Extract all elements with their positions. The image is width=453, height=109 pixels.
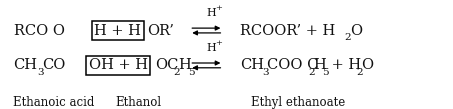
Text: 2: 2 [308, 68, 315, 77]
Text: +: + [215, 38, 222, 47]
Text: 2: 2 [173, 68, 180, 77]
Text: OH + H: OH + H [89, 58, 148, 72]
Text: O: O [350, 24, 362, 37]
Text: OR’: OR’ [147, 24, 174, 37]
Text: CH: CH [14, 58, 38, 72]
Text: 5: 5 [188, 68, 195, 77]
Text: CH: CH [240, 58, 264, 72]
Text: H: H [206, 43, 216, 53]
Text: H: H [206, 8, 216, 18]
Text: H + H: H + H [94, 24, 141, 37]
Text: Ethyl ethanoate: Ethyl ethanoate [251, 96, 346, 109]
Text: Ethanoic acid: Ethanoic acid [13, 96, 94, 109]
Text: 2: 2 [356, 68, 363, 77]
Text: OC: OC [155, 58, 178, 72]
Text: + H: + H [327, 58, 361, 72]
Text: H: H [313, 58, 326, 72]
Text: RCOOR’ + H: RCOOR’ + H [240, 24, 335, 37]
Text: +: + [215, 4, 222, 12]
Text: 5: 5 [323, 68, 329, 77]
Text: H: H [178, 58, 191, 72]
Text: 3: 3 [37, 68, 44, 77]
Text: RCO O: RCO O [14, 24, 65, 37]
Text: Ethanol: Ethanol [116, 96, 162, 109]
Text: 3: 3 [262, 68, 269, 77]
Text: CO: CO [42, 58, 66, 72]
Text: COO C: COO C [267, 58, 318, 72]
Text: O: O [361, 58, 373, 72]
Text: 2: 2 [344, 33, 351, 42]
